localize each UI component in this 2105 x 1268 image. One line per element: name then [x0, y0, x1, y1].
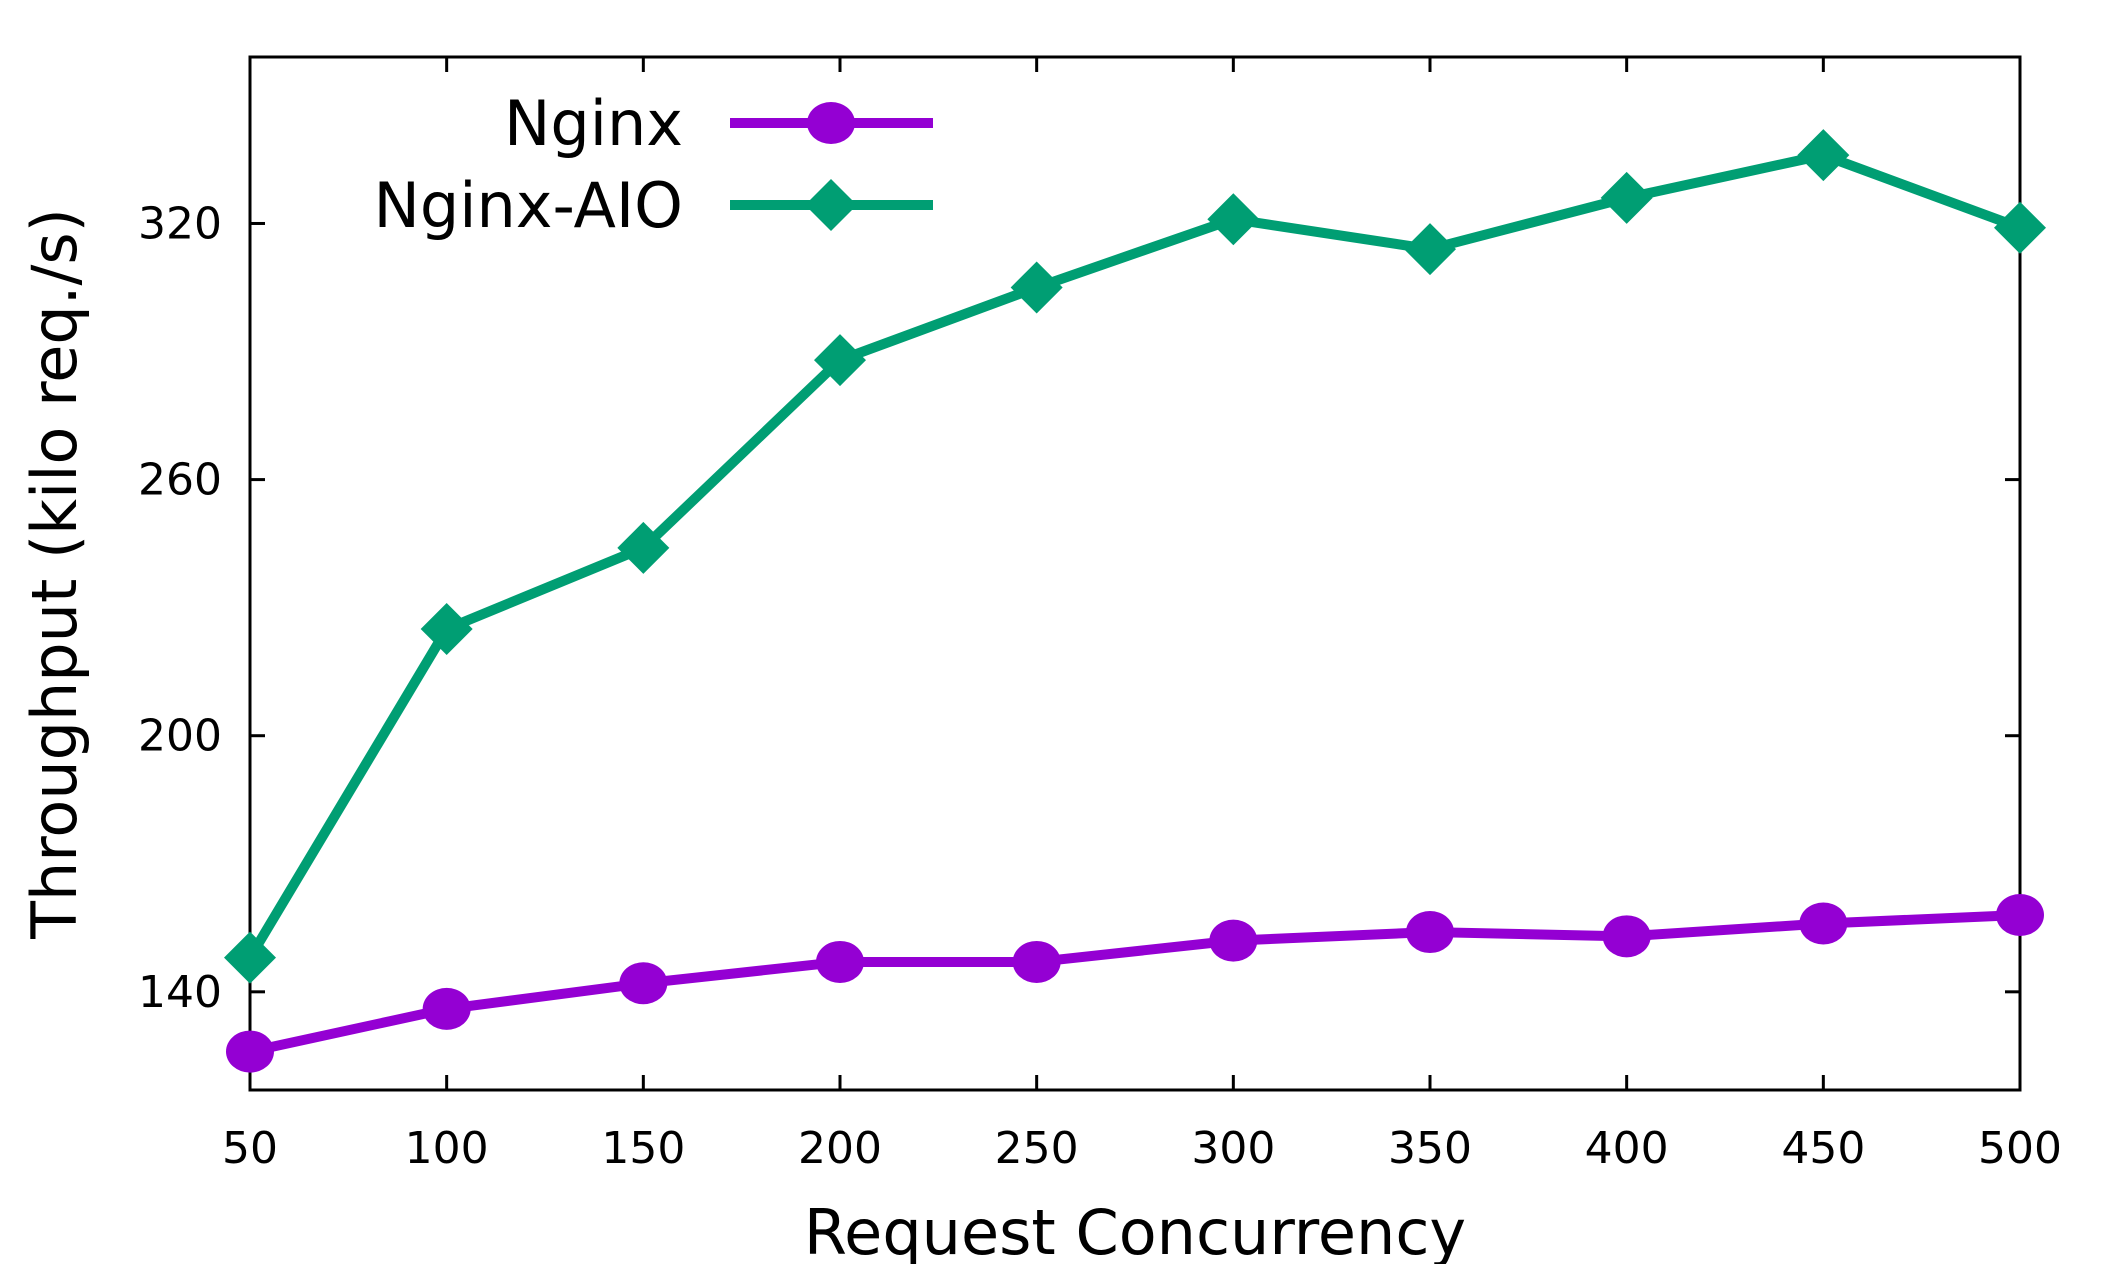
x-tick-label: 350	[1388, 1123, 1472, 1174]
x-tick-label: 400	[1585, 1123, 1669, 1174]
x-tick-label: 500	[1978, 1123, 2062, 1174]
data-point	[1207, 193, 1260, 246]
y-tick-label: 320	[138, 198, 222, 249]
data-point	[1404, 223, 1456, 276]
y-axis-title: Throughput (kilo req./s)	[18, 208, 91, 940]
legend-label: Nginx	[504, 87, 683, 160]
x-tick-label: 300	[1191, 1123, 1275, 1174]
x-tick-label: 150	[601, 1123, 685, 1174]
legend-marker	[807, 102, 855, 144]
series-nginx-aio	[224, 129, 2046, 984]
data-point	[1799, 902, 1848, 945]
series	[224, 129, 2046, 1073]
data-point	[422, 987, 471, 1030]
data-point	[1994, 201, 2046, 254]
data-point	[1996, 893, 2044, 936]
data-point	[816, 940, 864, 983]
axes	[248, 55, 2022, 1092]
data-point	[1012, 940, 1061, 983]
legend-label: Nginx-AIO	[374, 169, 683, 242]
x-tick-label: 100	[405, 1123, 489, 1174]
series-line	[248, 909, 2021, 1057]
data-point	[1406, 911, 1454, 954]
x-axis-title: Request Concurrency	[804, 1196, 1466, 1264]
y-tick-label: 260	[138, 455, 222, 506]
series-nginx	[226, 893, 2044, 1073]
data-point	[1797, 129, 1850, 182]
data-point	[226, 1030, 274, 1073]
plot-frame	[248, 55, 2022, 1092]
x-tick-label: 250	[995, 1123, 1079, 1174]
data-point	[617, 521, 670, 574]
legend: Nginx Nginx-AIO	[374, 87, 933, 242]
data-point	[1209, 919, 1258, 962]
x-tick-label: 200	[798, 1123, 882, 1174]
data-point	[420, 602, 473, 655]
y-tick-label: 140	[138, 967, 222, 1018]
data-point	[1602, 915, 1651, 958]
data-point	[619, 962, 668, 1005]
x-tick-label: 50	[222, 1123, 278, 1174]
data-point	[1600, 171, 1653, 224]
data-point	[814, 334, 866, 387]
ticks: 50 100 150 200 250 300 350 400 450 500 140 200 260 32…	[138, 57, 2062, 1174]
legend-marker	[805, 179, 857, 231]
data-point	[224, 931, 276, 984]
y-tick-label: 200	[138, 711, 222, 762]
x-tick-label: 450	[1781, 1123, 1865, 1174]
data-point	[1010, 261, 1063, 314]
series-line	[245, 150, 2022, 961]
